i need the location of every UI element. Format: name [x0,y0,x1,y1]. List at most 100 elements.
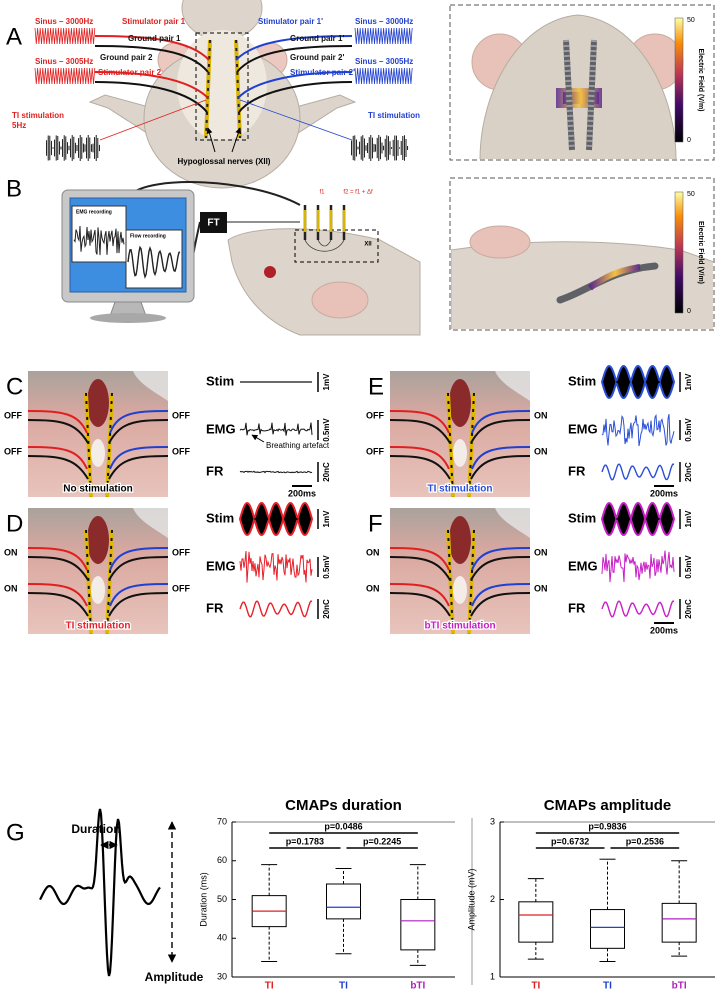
trace-label: Stim [206,510,234,525]
stim-envelope [600,501,676,537]
label: Flow recording [130,233,166,239]
electrode [85,392,92,498]
x-tick-label: TI [339,981,348,992]
box [326,883,361,920]
wire [389,419,451,444]
photo-tissue [91,576,105,604]
photo-skin [495,371,530,401]
photo-skin [133,371,168,401]
rat-neck [177,30,267,140]
wire [238,81,353,113]
x-tick-label: bTI [410,981,425,992]
trace-label: Stim [206,373,234,388]
wire [108,592,169,617]
p-value: p=0.1783 [286,836,324,846]
label: EMG recording [76,209,112,215]
link-line [99,99,207,141]
wire [27,410,88,434]
emg-trace [239,550,313,583]
label: FT [207,218,219,229]
wire [236,45,353,73]
label: Ground pair 1' [290,34,344,43]
y-tick-label: 40 [217,933,227,943]
wire [94,71,209,99]
flow-trace [601,600,675,618]
pointer [251,434,265,443]
wire [470,419,531,444]
trace-label: FR [568,463,586,478]
label: f1 [319,190,325,196]
p-value: p=0.6732 [551,836,589,846]
y-tick-label: 3 [490,816,495,826]
label: 50 [687,191,695,198]
y-tick-label: 1 [490,971,495,981]
p-value: p=0.2245 [363,836,401,846]
rat-ear [311,281,369,319]
wire [470,455,531,480]
scale-label: 0.5mV [684,555,693,579]
electrode [106,529,113,635]
annotation: Breathing artefact [266,441,330,450]
flow-trace [601,463,675,481]
y-tick-label: 60 [217,855,227,865]
wire [27,455,89,480]
wire [389,446,450,470]
label: TI stimulation [12,111,64,120]
scale-label: 1mV [684,510,693,528]
switch-label: ON [534,547,548,557]
switch-label: OFF [172,410,190,420]
wire [27,583,88,607]
ti-beat [351,135,409,161]
electrode [447,529,454,635]
wire [471,446,531,470]
trace-label: EMG [206,421,236,436]
trace-label: FR [206,600,224,615]
label: Sinus – 3005Hz [355,57,413,66]
photo-tissue [453,576,467,604]
caption: TI stimulation [428,484,493,495]
y-tick-label: 30 [217,971,227,981]
electrode [468,392,475,498]
photo-tissue [449,379,471,427]
scale-label: 1mV [322,373,331,391]
sine-signal [34,27,96,45]
p-value: p=0.9836 [588,821,626,831]
label: 5Hz [12,121,26,130]
colorbar [674,191,684,314]
panel-letter: F [368,510,383,537]
time-label: 200ms [650,488,678,498]
photo-tissue [453,439,467,467]
switch-label: ON [534,583,548,593]
trace-label: Stim [568,510,596,525]
rat-eye [264,266,276,278]
wire [389,583,450,607]
cable [129,181,301,206]
label: Ground pair 2 [100,53,153,62]
wire [389,455,451,480]
y-axis-label: Amplitude (mV) [466,868,476,930]
wire [27,446,88,470]
chart-title: CMAPs amplitude [544,797,672,814]
field [588,264,641,291]
y-axis-label: Duration (ms) [198,872,208,927]
x-tick-label: bTI [672,981,687,992]
switch-label: OFF [4,446,22,456]
photo-tissue [449,516,471,564]
wire [27,592,89,617]
scale-label: 20nC [322,599,331,619]
stim-envelope [600,364,676,400]
sine-signal [354,67,413,85]
time-label: 200ms [650,625,678,635]
switch-label: OFF [4,410,22,420]
wire [471,410,531,434]
wire [109,547,169,571]
scale-label: 20nC [322,462,331,482]
label: f2 = f1 + Δf [343,190,373,196]
trace-label: EMG [568,421,598,436]
emg-trace [601,550,675,583]
wire [108,419,169,444]
label: Stimulator pair 1 [122,17,186,26]
zoom-box [195,32,249,141]
label: Amplitude [145,970,204,984]
caption: TI stimulation [66,621,131,632]
